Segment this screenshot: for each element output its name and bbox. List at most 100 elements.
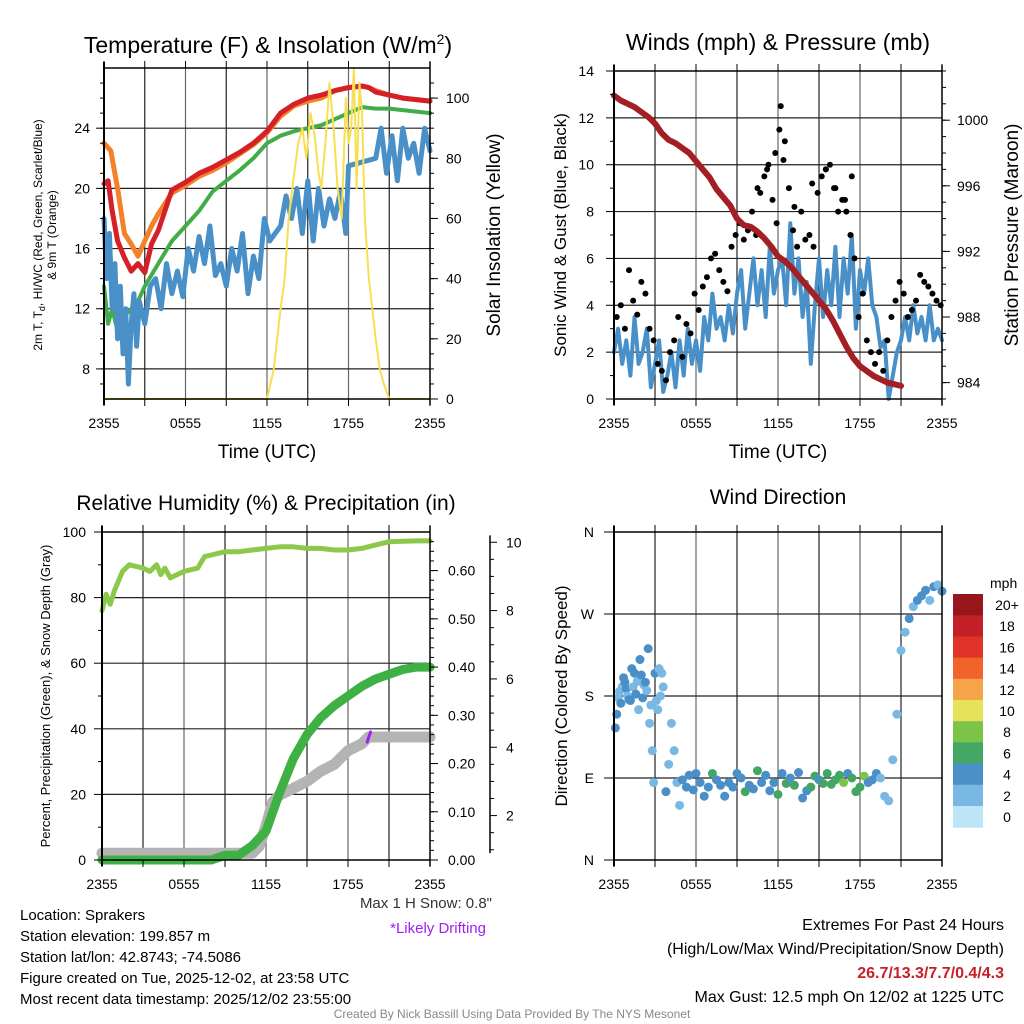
- gust-point: [761, 173, 768, 180]
- direction-point: [884, 796, 894, 806]
- direction-point: [642, 686, 652, 696]
- direction-point: [740, 787, 750, 797]
- gust-point: [732, 232, 739, 238]
- extremes-values: 26.7/13.3/7.7/0.4/4.3: [857, 965, 1004, 982]
- gust-point: [855, 314, 862, 320]
- direction-point: [847, 773, 857, 783]
- y-axis-label-line2: & 9m T (Orange): [45, 190, 59, 280]
- y2-tick-label: 0.00: [448, 852, 475, 868]
- x-tick-label: 1755: [844, 876, 875, 892]
- direction-point: [818, 778, 828, 788]
- gust-point: [884, 337, 891, 344]
- series-solar-insolation: [103, 67, 431, 400]
- direction-point: [753, 766, 762, 776]
- y-tick-label: 60: [70, 655, 86, 671]
- y-tick-label: 8: [82, 361, 90, 377]
- y-tick-label: 8: [586, 204, 594, 220]
- gust-point: [876, 349, 883, 356]
- direction-point: [688, 785, 698, 795]
- direction-point: [855, 782, 865, 792]
- y-axis-label: Percent, Precipitation (Green), & Snow D…: [38, 545, 53, 848]
- gust-point: [749, 208, 756, 215]
- gust-point: [720, 278, 727, 285]
- gust-point: [841, 196, 848, 203]
- x-tick-label: 1155: [763, 876, 793, 892]
- y-tick-label: N: [584, 852, 594, 868]
- series-relative-humidity: [99, 538, 433, 614]
- gust-point: [621, 325, 628, 332]
- gust-point: [781, 138, 788, 145]
- direction-point: [794, 768, 803, 778]
- gust-point: [728, 243, 735, 250]
- legend-swatch: [953, 657, 983, 680]
- gust-point: [913, 297, 920, 304]
- x-tick-label: 1155: [763, 415, 793, 431]
- series-station-pressure: [611, 92, 904, 389]
- direction-point: [640, 677, 650, 687]
- gust-point: [683, 321, 690, 328]
- gust-point: [802, 236, 809, 243]
- series-hi-wc-blue-: [101, 125, 433, 387]
- y2-tick-label: 996: [957, 178, 981, 194]
- gust-point: [679, 353, 686, 360]
- direction-point: [892, 709, 902, 719]
- x-tick-label: 1755: [332, 876, 363, 892]
- gust-point: [814, 189, 821, 196]
- x-tick-label: 2355: [414, 415, 445, 431]
- direction-point: [666, 718, 676, 728]
- direction-point: [647, 746, 657, 756]
- direction-point: [839, 778, 849, 788]
- y2-tick-label: 60: [446, 210, 462, 226]
- gust-point: [872, 360, 879, 367]
- gust-point: [703, 274, 710, 281]
- y2-tick-label: 80: [446, 150, 462, 166]
- x-tick-label: 2355: [88, 415, 119, 431]
- wind-direction-title: Wind Direction: [710, 486, 847, 509]
- gust-point: [780, 157, 787, 164]
- temperature-chart-title: Temperature (F) & Insolation (W/m2): [84, 31, 452, 58]
- direction-point: [789, 780, 799, 790]
- y-tick-label: 24: [74, 120, 90, 136]
- gust-point: [724, 288, 731, 295]
- direction-point: [635, 655, 645, 665]
- direction-point: [908, 602, 918, 612]
- direction-point: [896, 645, 906, 655]
- legend-label: 20+: [995, 597, 1019, 613]
- extremes-panel: Extremes For Past 24 Hours (High/Low/Max…: [667, 914, 1004, 1010]
- legend-label: 14: [999, 661, 1015, 677]
- gust-point: [863, 337, 870, 344]
- direction-point: [657, 668, 667, 678]
- gust-point: [832, 185, 839, 192]
- gust-point: [662, 377, 669, 384]
- gust-point: [851, 255, 858, 262]
- direction-point: [636, 670, 646, 680]
- gust-point: [848, 173, 855, 180]
- direction-point: [632, 676, 642, 686]
- gust-point: [617, 302, 624, 309]
- gust-point: [769, 196, 776, 203]
- y-tick-label: 14: [578, 63, 594, 79]
- extremes-heading: Extremes For Past 24 Hours: [802, 917, 1004, 934]
- direction-point: [625, 696, 635, 706]
- y2-tick-label: 0.20: [448, 756, 475, 772]
- y-tick-label: S: [585, 688, 594, 704]
- x-tick-label: 1755: [333, 415, 364, 431]
- direction-point: [655, 691, 665, 701]
- legend-swatch: [953, 806, 983, 828]
- y2-tick-label: 0.30: [448, 707, 475, 723]
- gust-point: [777, 103, 784, 110]
- x-tick-label: 1155: [251, 876, 281, 892]
- y-tick-label: 12: [74, 301, 90, 317]
- direction-point: [631, 689, 641, 699]
- y2-tick-label: 0.10: [448, 804, 475, 820]
- gust-point: [921, 278, 928, 285]
- gust-point: [798, 208, 805, 215]
- direction-point: [616, 698, 626, 708]
- gust-point: [764, 166, 771, 173]
- series-td-green-: [102, 105, 432, 334]
- extremes-subheading: (High/Low/Max Wind/Precipitation/Snow De…: [666, 941, 1004, 958]
- legend-swatch: [953, 615, 983, 637]
- gust-point: [650, 337, 657, 344]
- gust-point: [794, 243, 801, 250]
